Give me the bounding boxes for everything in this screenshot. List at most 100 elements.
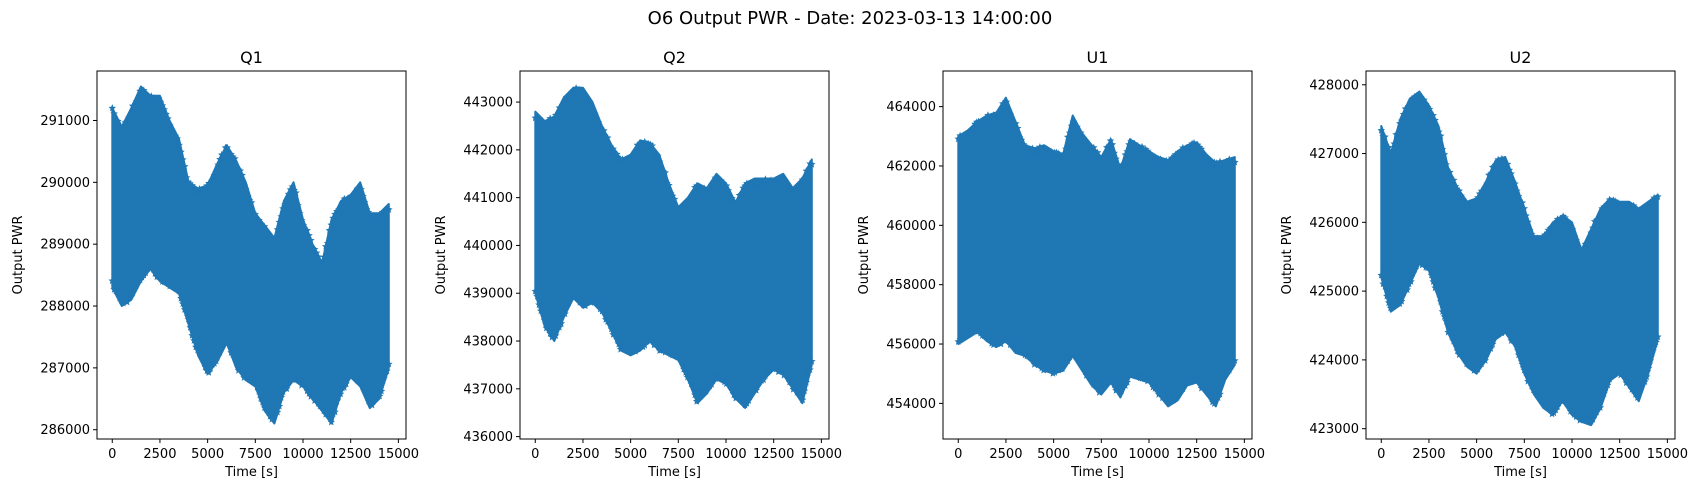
marker-star — [1180, 378, 1189, 387]
marker-star — [1449, 176, 1458, 184]
marker-star — [255, 387, 263, 395]
marker-star — [1179, 384, 1187, 393]
marker-star — [1386, 304, 1395, 312]
marker-star — [535, 300, 543, 309]
marker-star — [114, 117, 122, 125]
marker-star — [1060, 358, 1068, 366]
marker-star — [1141, 368, 1150, 377]
marker-star — [1106, 136, 1115, 145]
marker-star — [1049, 369, 1057, 377]
marker-star — [1026, 151, 1035, 159]
subplot-u1: U1 0 2500 5000 7500 10000 12500 15000 454000 4560… — [857, 48, 1265, 480]
marker-star — [1166, 394, 1174, 402]
marker-star — [362, 389, 371, 397]
marker-star — [1401, 104, 1410, 112]
marker-star — [542, 324, 551, 332]
marker-star — [1097, 162, 1105, 170]
marker-star — [620, 341, 629, 350]
marker-star — [212, 357, 220, 365]
marker-star — [997, 109, 1005, 117]
marker-star — [1644, 364, 1653, 372]
marker-star — [108, 276, 117, 285]
marker-star — [1231, 356, 1239, 364]
marker-star — [1644, 202, 1653, 210]
marker-star — [260, 222, 269, 230]
marker-star — [277, 393, 285, 401]
marker-star — [282, 197, 291, 205]
marker-star — [763, 181, 772, 189]
marker-star — [1505, 327, 1514, 335]
marker-star — [1399, 110, 1408, 118]
marker-star — [1579, 412, 1588, 420]
marker-star — [590, 110, 599, 118]
marker-star — [1156, 155, 1165, 163]
marker-star — [1425, 105, 1434, 113]
marker-star — [1603, 381, 1612, 389]
marker-star — [1466, 201, 1475, 209]
marker-star — [353, 184, 362, 193]
series-markers — [531, 84, 816, 409]
marker-star — [969, 124, 977, 132]
marker-star — [733, 198, 742, 206]
marker-star — [1435, 289, 1443, 297]
marker-star — [1077, 355, 1085, 363]
marker-star — [1405, 102, 1413, 111]
marker-star — [1446, 326, 1454, 335]
marker-star — [234, 366, 243, 374]
marker-star — [561, 309, 569, 318]
marker-star — [995, 334, 1003, 342]
marker-star — [1377, 271, 1386, 279]
marker-star — [644, 333, 653, 341]
marker-star — [761, 175, 770, 183]
marker-star — [1513, 186, 1521, 195]
marker-star — [720, 378, 729, 386]
marker-star — [1648, 349, 1657, 357]
marker-star — [182, 308, 191, 317]
marker-star — [1412, 262, 1421, 270]
marker-star — [1453, 187, 1462, 195]
marker-star — [1093, 148, 1102, 156]
marker-star — [971, 327, 979, 335]
marker-star — [1140, 149, 1148, 157]
marker-star — [1514, 192, 1523, 200]
marker-star — [1518, 360, 1527, 368]
y-tick-label: 442000 — [463, 143, 513, 158]
marker-star — [1553, 402, 1562, 410]
x-tick-label: 2500 — [989, 447, 1022, 462]
marker-star — [1104, 143, 1113, 151]
x-tick-label: 2500 — [1412, 447, 1445, 462]
marker-star — [1047, 148, 1055, 156]
marker-star — [1038, 364, 1046, 372]
marker-star — [772, 359, 781, 367]
marker-star — [1101, 155, 1109, 163]
marker-star — [1218, 376, 1226, 384]
marker-star — [297, 216, 306, 224]
marker-star — [1503, 160, 1512, 168]
marker-star — [295, 209, 304, 217]
marker-star — [277, 212, 285, 220]
marker-star — [119, 125, 128, 133]
x-tick-label: 0 — [108, 447, 116, 462]
marker-star — [594, 297, 603, 305]
marker-star — [325, 226, 334, 234]
marker-star — [357, 185, 365, 193]
marker-star — [1171, 393, 1180, 401]
y-axis-label: Output PWR — [434, 215, 449, 294]
marker-star — [1479, 188, 1488, 196]
marker-star — [282, 384, 291, 392]
y-tick-label: 428000 — [1309, 78, 1359, 93]
marker-star — [173, 134, 181, 142]
marker-star — [1639, 207, 1647, 215]
marker-star — [219, 337, 228, 345]
marker-star — [1542, 230, 1551, 238]
marker-star — [1390, 139, 1399, 148]
figure-title: O6 Output PWR - Date: 2023-03-13 14:00:0… — [648, 8, 1053, 29]
marker-star — [1112, 386, 1120, 394]
marker-star — [1203, 157, 1211, 165]
marker-star — [1618, 367, 1627, 375]
marker-star — [1158, 163, 1167, 171]
marker-star — [984, 111, 992, 119]
marker-star — [1546, 405, 1554, 413]
x-tick-label: 10000 — [1128, 447, 1169, 462]
